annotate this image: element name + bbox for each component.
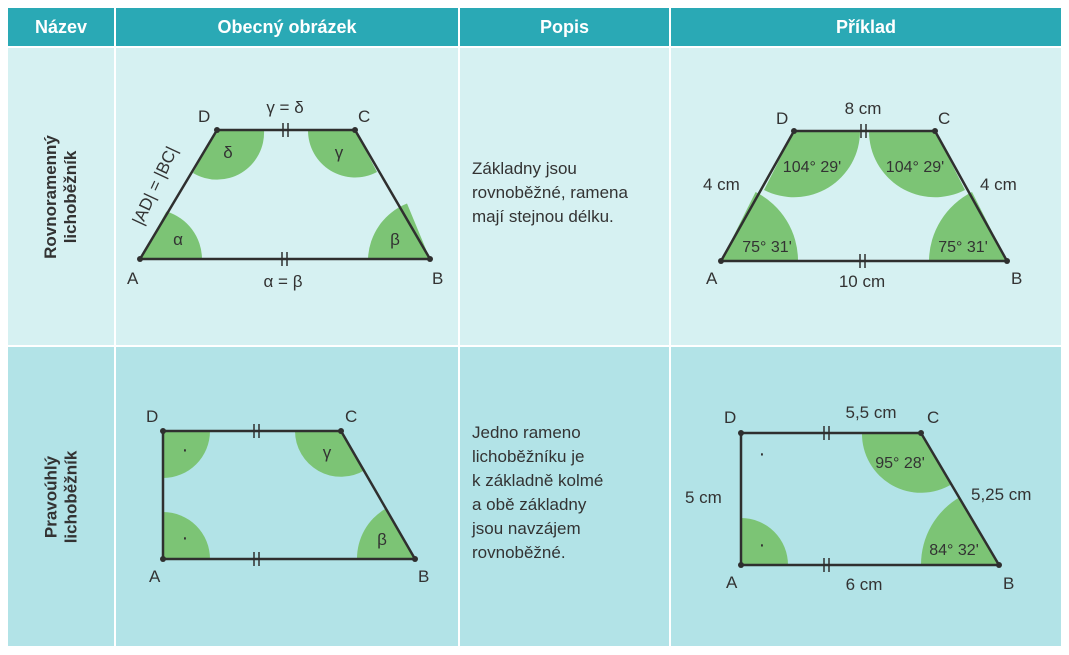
angle-label-d: 104° 29' [783, 159, 841, 176]
angle-arc-d [764, 131, 861, 198]
top-length: 8 cm [845, 99, 882, 118]
right-angle-mark-d: · [759, 443, 766, 465]
row1-desc-line: Základny jsou [472, 159, 577, 178]
angle-label-c: γ [323, 443, 332, 462]
right-angle-mark-d: · [182, 439, 189, 461]
left-length: 4 cm [703, 175, 740, 194]
angle-label-c: 95° 28' [875, 455, 925, 472]
angle-arc-b [356, 509, 415, 559]
row1-desc-line: rovnoběžné, ramena [472, 183, 628, 202]
vertex-c: C [345, 407, 357, 426]
row2-figure-cell [116, 347, 458, 646]
row1-example-cell [671, 48, 1061, 345]
angle-label-c: 104° 29' [886, 159, 944, 176]
vertex-b: B [432, 269, 443, 288]
angle-arc-a [721, 192, 799, 261]
vertex-a: A [149, 567, 161, 586]
angle-arc-b [929, 192, 1007, 261]
vertex-c: C [938, 109, 950, 128]
angle-arc-d [163, 431, 210, 478]
vertex-c: C [358, 107, 370, 126]
angle-arc-c [307, 130, 377, 178]
vertex-a: A [726, 573, 738, 592]
row2-name-cell [8, 347, 114, 646]
isosceles-general-figure: A B C D γ = δ α = β |AD| = |BC| α β γ δ [127, 98, 443, 291]
row1-name-cell [8, 48, 114, 345]
vertex-a: A [706, 269, 718, 288]
header-example: Příklad [671, 8, 1061, 46]
row1-desc-line: mají stejnou délku. [472, 207, 614, 226]
vertex-d: D [724, 408, 736, 427]
row1-description: Základny jsou rovnoběžné, ramena mají st… [472, 157, 667, 229]
angle-arc-b [368, 203, 430, 259]
angle-label-a: 75° 31' [742, 239, 792, 256]
right-general-figure: A B C D · · β γ [146, 407, 429, 586]
row2-desc-line: a obě základny [472, 495, 587, 514]
row2-desc-line: k základně kolmé [472, 471, 604, 490]
left-length: 5 cm [685, 488, 722, 507]
angle-label-b: 75° 31' [938, 239, 988, 256]
right-angle-mark-a: · [759, 534, 766, 556]
row2-example-cell [671, 347, 1061, 646]
angle-arc-a [163, 512, 210, 559]
isosceles-example-figure: A B C D 8 cm 10 cm 4 cm 4 cm 75° 31' 75°… [703, 99, 1022, 291]
header-figure: Obecný obrázek [116, 8, 458, 46]
header-description: Popis [460, 8, 669, 46]
right-example-figure: A B C D 5,5 cm 6 cm 5 cm 5,25 cm · · 84°… [685, 403, 1031, 594]
angle-label-b: β [390, 230, 400, 249]
angle-label-c: γ [335, 143, 344, 162]
vertex-b: B [1011, 269, 1022, 288]
row1-desc-cell [460, 48, 669, 345]
angle-label-d: δ [223, 143, 232, 162]
row2-desc-line: jsou navzájem [472, 519, 581, 538]
angle-label-a: α [173, 230, 183, 249]
row2-description: Jedno rameno lichoběžníku je k základně … [472, 421, 667, 565]
row2-desc-cell [460, 347, 669, 646]
row1-figure-cell [116, 48, 458, 345]
vertex-d: D [776, 109, 788, 128]
row2-desc-line: lichoběžníku je [472, 447, 585, 466]
vertex-a: A [127, 269, 139, 288]
vertex-d: D [146, 407, 158, 426]
bottom-angle-equality: α = β [264, 272, 303, 291]
vertex-b: B [418, 567, 429, 586]
row2-desc-line: rovnoběžné. [472, 543, 566, 562]
vertex-c: C [927, 408, 939, 427]
right-angle-mark-a: · [182, 527, 189, 549]
angle-label-b: 84° 32' [929, 542, 979, 559]
angle-arc-c [868, 131, 965, 198]
right-length: 4 cm [980, 175, 1017, 194]
angle-arc-b [920, 497, 999, 565]
angle-arc-a [741, 518, 788, 565]
bottom-length: 6 cm [846, 575, 883, 594]
vertex-d: D [198, 107, 210, 126]
top-angle-equality: γ = δ [266, 98, 303, 117]
angle-arc-a [140, 211, 202, 259]
header-name: Název [8, 8, 114, 46]
angle-label-b: β [377, 530, 387, 549]
right-length: 5,25 cm [971, 485, 1031, 504]
top-length: 5,5 cm [845, 403, 896, 422]
row2-desc-line: Jedno rameno [472, 423, 581, 442]
vertex-b: B [1003, 574, 1014, 593]
bottom-length: 10 cm [839, 272, 885, 291]
